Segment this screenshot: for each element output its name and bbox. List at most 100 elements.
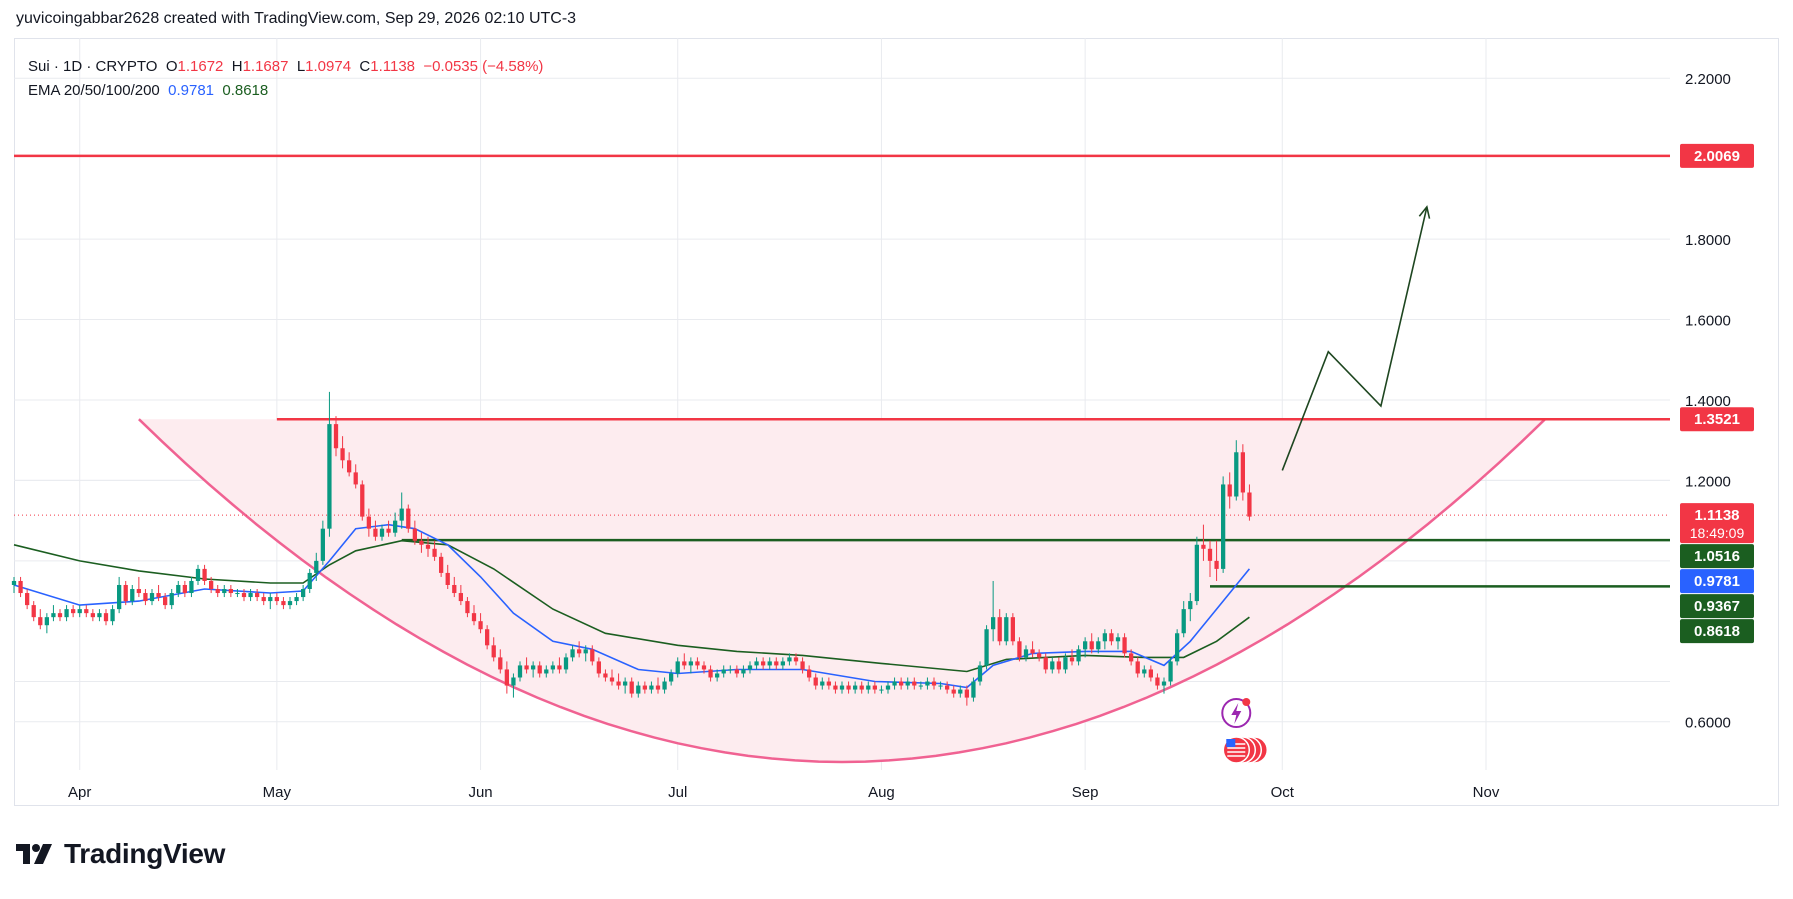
- candle[interactable]: [1109, 633, 1114, 642]
- candle[interactable]: [780, 661, 785, 666]
- candle[interactable]: [1161, 681, 1167, 686]
- candle[interactable]: [872, 685, 877, 690]
- candle[interactable]: [465, 601, 470, 614]
- symbol-label[interactable]: Sui · 1D · CRYPTO: [28, 58, 158, 75]
- candle[interactable]: [439, 556, 444, 573]
- candle[interactable]: [807, 669, 812, 678]
- candle[interactable]: [747, 665, 753, 670]
- candle[interactable]: [110, 609, 115, 622]
- candle[interactable]: [1004, 617, 1009, 642]
- candle[interactable]: [839, 685, 845, 690]
- candle[interactable]: [84, 609, 89, 614]
- projection-arrow[interactable]: [1281, 206, 1428, 471]
- candle[interactable]: [945, 685, 950, 690]
- candle[interactable]: [51, 613, 56, 618]
- candle[interactable]: [1076, 649, 1081, 662]
- candle[interactable]: [557, 665, 562, 670]
- candle[interactable]: [432, 548, 437, 557]
- candle[interactable]: [320, 528, 325, 561]
- candle[interactable]: [189, 580, 194, 594]
- candle[interactable]: [629, 681, 634, 694]
- candle[interactable]: [761, 661, 766, 666]
- candle[interactable]: [485, 629, 490, 646]
- candle[interactable]: [347, 460, 352, 473]
- candle[interactable]: [241, 593, 247, 598]
- candle[interactable]: [333, 424, 339, 449]
- candle[interactable]: [800, 661, 805, 670]
- candle[interactable]: [787, 657, 792, 662]
- candle[interactable]: [1168, 661, 1173, 682]
- candle[interactable]: [609, 677, 615, 682]
- candle[interactable]: [504, 669, 509, 686]
- candle[interactable]: [1175, 633, 1180, 662]
- candle[interactable]: [373, 528, 378, 537]
- candle[interactable]: [1023, 649, 1029, 658]
- candle[interactable]: [77, 609, 82, 614]
- candle[interactable]: [649, 685, 654, 690]
- candle[interactable]: [1063, 657, 1068, 670]
- candle[interactable]: [537, 665, 542, 674]
- candle[interactable]: [977, 665, 983, 682]
- candle[interactable]: [57, 613, 63, 618]
- candle[interactable]: [662, 681, 667, 690]
- candle[interactable]: [655, 685, 661, 690]
- candle[interactable]: [1181, 609, 1186, 634]
- candle[interactable]: [899, 681, 904, 686]
- candle[interactable]: [452, 584, 457, 594]
- candle[interactable]: [268, 597, 273, 602]
- candle[interactable]: [406, 508, 411, 529]
- candle[interactable]: [879, 689, 884, 691]
- candle[interactable]: [708, 669, 713, 678]
- candle[interactable]: [248, 593, 253, 598]
- candle[interactable]: [471, 613, 477, 622]
- candle[interactable]: [274, 597, 279, 602]
- candle[interactable]: [1122, 637, 1127, 654]
- candle[interactable]: [774, 661, 779, 666]
- candle[interactable]: [498, 657, 503, 670]
- candle[interactable]: [1155, 677, 1160, 686]
- candle[interactable]: [478, 621, 483, 630]
- candle[interactable]: [984, 629, 989, 666]
- candle[interactable]: [202, 568, 207, 581]
- candle[interactable]: [379, 528, 385, 537]
- candle[interactable]: [130, 589, 135, 602]
- candle[interactable]: [445, 572, 450, 585]
- candle[interactable]: [38, 617, 43, 626]
- candle[interactable]: [971, 681, 976, 698]
- candle[interactable]: [859, 685, 864, 690]
- candle[interactable]: [195, 568, 201, 581]
- candle[interactable]: [366, 516, 371, 529]
- candle[interactable]: [209, 580, 214, 590]
- candle[interactable]: [18, 580, 23, 594]
- candle[interactable]: [399, 508, 404, 521]
- candle[interactable]: [44, 617, 49, 626]
- candle[interactable]: [1142, 669, 1147, 674]
- candle[interactable]: [386, 528, 391, 533]
- candle[interactable]: [176, 584, 181, 594]
- candle[interactable]: [734, 669, 739, 674]
- candle[interactable]: [25, 593, 30, 606]
- candle[interactable]: [353, 472, 358, 485]
- candle[interactable]: [1194, 544, 1199, 602]
- candle[interactable]: [682, 661, 687, 666]
- candle[interactable]: [64, 609, 69, 618]
- candle[interactable]: [156, 593, 161, 598]
- candle[interactable]: [1050, 661, 1055, 670]
- candle[interactable]: [281, 601, 286, 606]
- tradingview-logo[interactable]: TradingView: [16, 838, 225, 870]
- candle[interactable]: [636, 685, 641, 694]
- candle[interactable]: [590, 649, 595, 662]
- candle[interactable]: [97, 613, 102, 618]
- candle[interactable]: [728, 669, 733, 671]
- candle[interactable]: [524, 665, 529, 670]
- candle[interactable]: [951, 689, 956, 694]
- candle[interactable]: [136, 589, 141, 594]
- ema-fast-line[interactable]: [13, 523, 1251, 689]
- candle[interactable]: [912, 681, 917, 686]
- candle[interactable]: [222, 589, 227, 594]
- candle[interactable]: [149, 593, 155, 602]
- candle[interactable]: [169, 593, 174, 606]
- candle[interactable]: [1188, 601, 1193, 610]
- candle[interactable]: [117, 584, 122, 610]
- candle[interactable]: [885, 685, 891, 690]
